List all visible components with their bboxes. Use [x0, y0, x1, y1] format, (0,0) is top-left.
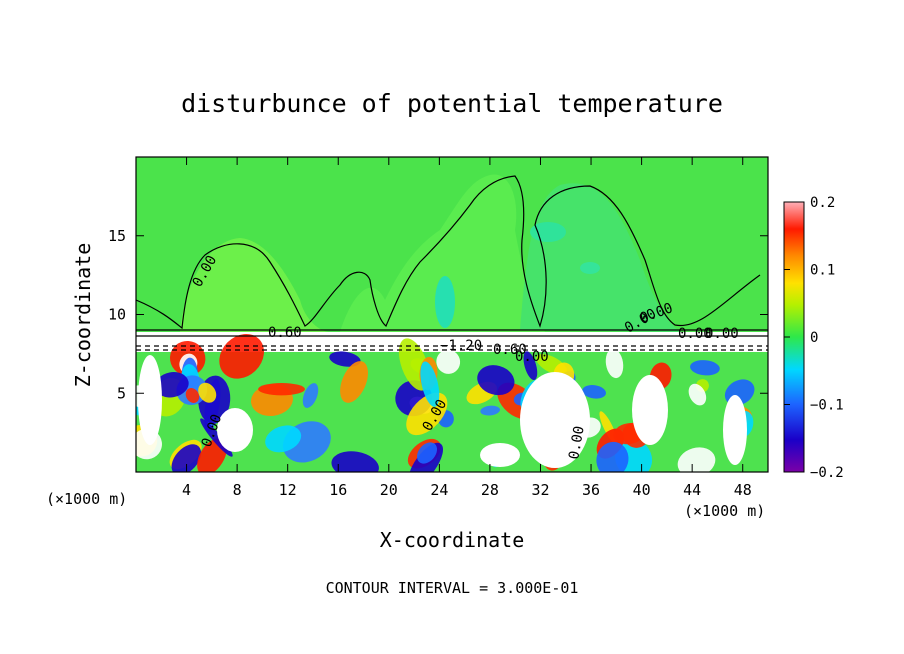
contour-interval-footer: CONTOUR INTERVAL = 3.000E-01 [326, 579, 579, 597]
contour-label: 0.00 [515, 349, 549, 365]
turbulence-blob [155, 372, 189, 398]
thermal-blob [520, 372, 590, 468]
colorbar-tick-label: −0.1 [810, 398, 844, 414]
turbulence-blob [417, 442, 438, 464]
x-tick-label: 8 [233, 481, 242, 499]
contour-lines [136, 175, 768, 351]
turbulence-blob [219, 333, 264, 379]
turbulence-blob [420, 361, 440, 407]
upper-lobe [180, 238, 330, 332]
turbulence-blob [596, 441, 629, 472]
turbulence-blob [677, 447, 716, 472]
x-tick-label: 4 [182, 481, 191, 499]
contour-label: 0.60 [493, 342, 527, 358]
turbulence-blob [265, 425, 302, 453]
plot-area [136, 157, 768, 472]
turbulence-blob [436, 349, 461, 374]
x-tick-label: 20 [380, 481, 398, 499]
colorbar-tick-label: −0.2 [810, 465, 844, 481]
turbulence-blob [477, 365, 515, 396]
thermal-blob [217, 408, 253, 452]
colorbar-tick-label: 0.2 [810, 195, 835, 211]
cyan-patch [580, 262, 600, 274]
turbulence-blob [340, 361, 368, 403]
contour-label: 0.00 [566, 425, 588, 461]
contour-labels: 0.00 0.00 0.60 0.00 −1.20 0.60 0.00 0.00… [190, 253, 739, 461]
x-tick-label: 44 [683, 481, 701, 499]
turbulence-blob [582, 385, 606, 399]
contour-inversion-top [136, 329, 768, 337]
turbulence-blob [171, 444, 202, 472]
chart-title: disturbunce of potential temperature [181, 89, 723, 118]
turbulence-blob [480, 405, 501, 416]
thermal-blob [138, 355, 162, 445]
thermal-blob [480, 443, 520, 467]
turbulence-blob [331, 451, 379, 472]
colorbar-ticks: 0.2 0.1 0 −0.1 −0.2 [784, 195, 844, 481]
upper-lobe [520, 183, 680, 332]
x-unit-right: (×1000 m) [684, 502, 765, 520]
turbulence-blob [302, 383, 319, 408]
thermal-blob [723, 395, 747, 465]
y-tick-label: 10 [108, 306, 126, 324]
x-axis-label: X-coordinate [380, 528, 525, 552]
x-tick-label: 16 [329, 481, 347, 499]
contour-inversion-dash [136, 345, 768, 351]
x-tick-label: 48 [734, 481, 752, 499]
turbulence-blob [329, 351, 361, 367]
turbulence-blob [690, 360, 720, 376]
turbulence-blob [523, 351, 538, 381]
contour-zero-upper [136, 175, 761, 330]
x-axis: 4 8 12 16 20 24 28 32 36 40 44 48 [182, 157, 752, 499]
y-tick-label: 15 [108, 227, 126, 245]
cyan-patch [435, 276, 455, 328]
colorbar-tick-label: 0.1 [810, 263, 835, 279]
x-tick-label: 32 [531, 481, 549, 499]
colorbar-tick-label: 0 [810, 330, 818, 346]
x-tick-label: 28 [481, 481, 499, 499]
y-axis: 5 10 15 [108, 227, 768, 402]
y-axis-label: Z-coordinate [71, 243, 95, 388]
x-unit-left: (×1000 m) [46, 490, 127, 508]
turbulence-blob [185, 388, 200, 403]
contour-label: −1.20 [440, 338, 482, 354]
turbulence-blob [198, 382, 217, 403]
turbulence-blob [605, 348, 624, 379]
thermal-blob [632, 375, 668, 445]
contour-label: 0.00 [678, 326, 712, 342]
turbulence-blobs [136, 333, 755, 472]
x-tick-label: 40 [633, 481, 651, 499]
y-tick-label: 5 [117, 384, 126, 402]
upper-lobe [340, 174, 545, 332]
contour-label: 0.00 [705, 326, 739, 342]
x-tick-label: 36 [582, 481, 600, 499]
x-tick-label: 12 [279, 481, 297, 499]
turbulence-blob [688, 383, 707, 406]
contour-label: 0.60 [268, 325, 302, 341]
turbulence-blob [258, 382, 305, 396]
x-tick-label: 24 [430, 481, 448, 499]
inversion-band [136, 332, 768, 352]
